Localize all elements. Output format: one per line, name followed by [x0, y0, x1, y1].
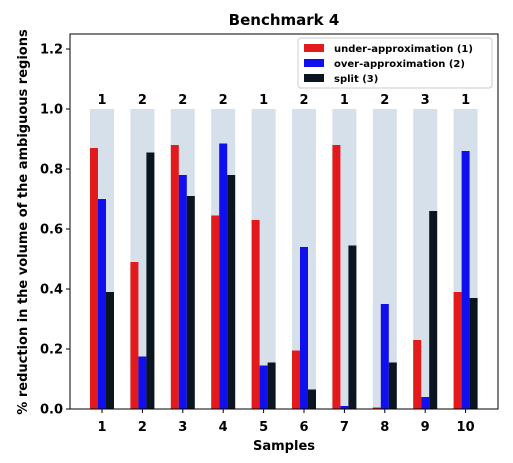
legend-label: split (3): [334, 74, 378, 85]
annotation-label: 1: [340, 93, 349, 108]
bar-series2-sample-1: [98, 199, 106, 409]
bar-series1-sample-3: [170, 145, 179, 409]
x-tick-label: 9: [421, 420, 430, 435]
annotation-label: 1: [259, 93, 268, 108]
x-tick-label: 10: [457, 420, 475, 435]
y-tick-label: 1.0: [40, 103, 63, 118]
legend: under-approximation (1) over-approximatio…: [297, 37, 493, 89]
plot-frame: [69, 33, 499, 410]
bar-series3-sample-1: [106, 292, 114, 409]
y-tick-label: 0.0: [40, 403, 63, 418]
bar-series2-sample-6: [300, 247, 308, 409]
bar-series1-sample-10: [453, 292, 462, 409]
bar-series2-sample-10: [461, 151, 470, 409]
annotation-label: 2: [219, 93, 228, 108]
y-tick-label: 0.8: [40, 163, 63, 178]
legend-swatch: [304, 59, 324, 67]
y-tick-label: 0.4: [40, 283, 63, 298]
bar-series1-sample-4: [211, 215, 220, 409]
bar-series3-sample-2: [146, 152, 155, 409]
bar-series2-sample-5: [259, 365, 268, 409]
x-tick-label: 6: [299, 420, 308, 435]
y-tick-label: 0.6: [40, 223, 63, 238]
y-tick-label: 0.2: [40, 343, 63, 358]
legend-box: [297, 37, 493, 89]
bar-series1-sample-8: [372, 407, 381, 409]
plot-area: 1 2 2 2 1 2 1 2 3 1 0.0 0.2 0.4 0.6 0.8 1.0 1.2 1 2 3 4 5 6 7 8 9…: [40, 33, 499, 435]
y-tick-label: 1.2: [40, 43, 63, 58]
bar-series3-sample-8: [388, 362, 397, 409]
bar-series3-sample-4: [227, 175, 236, 409]
bar-series3-sample-7: [348, 245, 357, 409]
x-tick-label: 5: [259, 420, 268, 435]
legend-label: under-approximation (1): [334, 44, 473, 55]
bar-series1-sample-7: [332, 145, 341, 409]
x-tick-label: 7: [340, 420, 349, 435]
x-tick-label: 3: [178, 420, 187, 435]
chart-title: Benchmark 4: [229, 11, 340, 29]
legend-swatch: [304, 74, 324, 82]
bar-series2-sample-8: [380, 304, 389, 409]
bar-series2-sample-3: [178, 175, 187, 409]
annotation-label: 2: [380, 93, 389, 108]
x-tick-label: 4: [219, 420, 228, 435]
bar-series2-sample-2: [138, 356, 147, 409]
bar-series3-sample-6: [308, 389, 316, 409]
legend-label: over-approximation (2): [334, 59, 465, 70]
annotation-label: 3: [421, 93, 430, 108]
bar-series1-sample-2: [130, 262, 139, 409]
x-tick-label: 1: [97, 420, 106, 435]
bar-series3-sample-10: [469, 298, 478, 409]
bar-series3-sample-3: [186, 196, 195, 409]
bar-series2-sample-7: [340, 406, 349, 409]
bar-series2-sample-4: [219, 143, 228, 409]
bar-series2-sample-9: [421, 397, 430, 409]
y-axis-label: % reduction in the volume of the ambiguo…: [16, 29, 31, 415]
annotation-label: 1: [461, 93, 470, 108]
legend-swatch: [304, 44, 324, 52]
annotation-label: 2: [178, 93, 187, 108]
annotation-label: 1: [97, 93, 106, 108]
x-axis-label: Samples: [253, 439, 315, 454]
bar-series1-sample-9: [413, 340, 422, 409]
x-tick-label: 8: [380, 420, 389, 435]
bar-series3-sample-9: [429, 211, 438, 409]
bar-series1-sample-5: [251, 220, 260, 409]
annotation-label: 2: [138, 93, 147, 108]
bar-series1-sample-6: [292, 350, 300, 409]
x-tick-label: 2: [138, 420, 147, 435]
annotation-label: 2: [299, 93, 308, 108]
bar-series1-sample-1: [90, 148, 98, 409]
bar-series3-sample-5: [267, 362, 276, 409]
